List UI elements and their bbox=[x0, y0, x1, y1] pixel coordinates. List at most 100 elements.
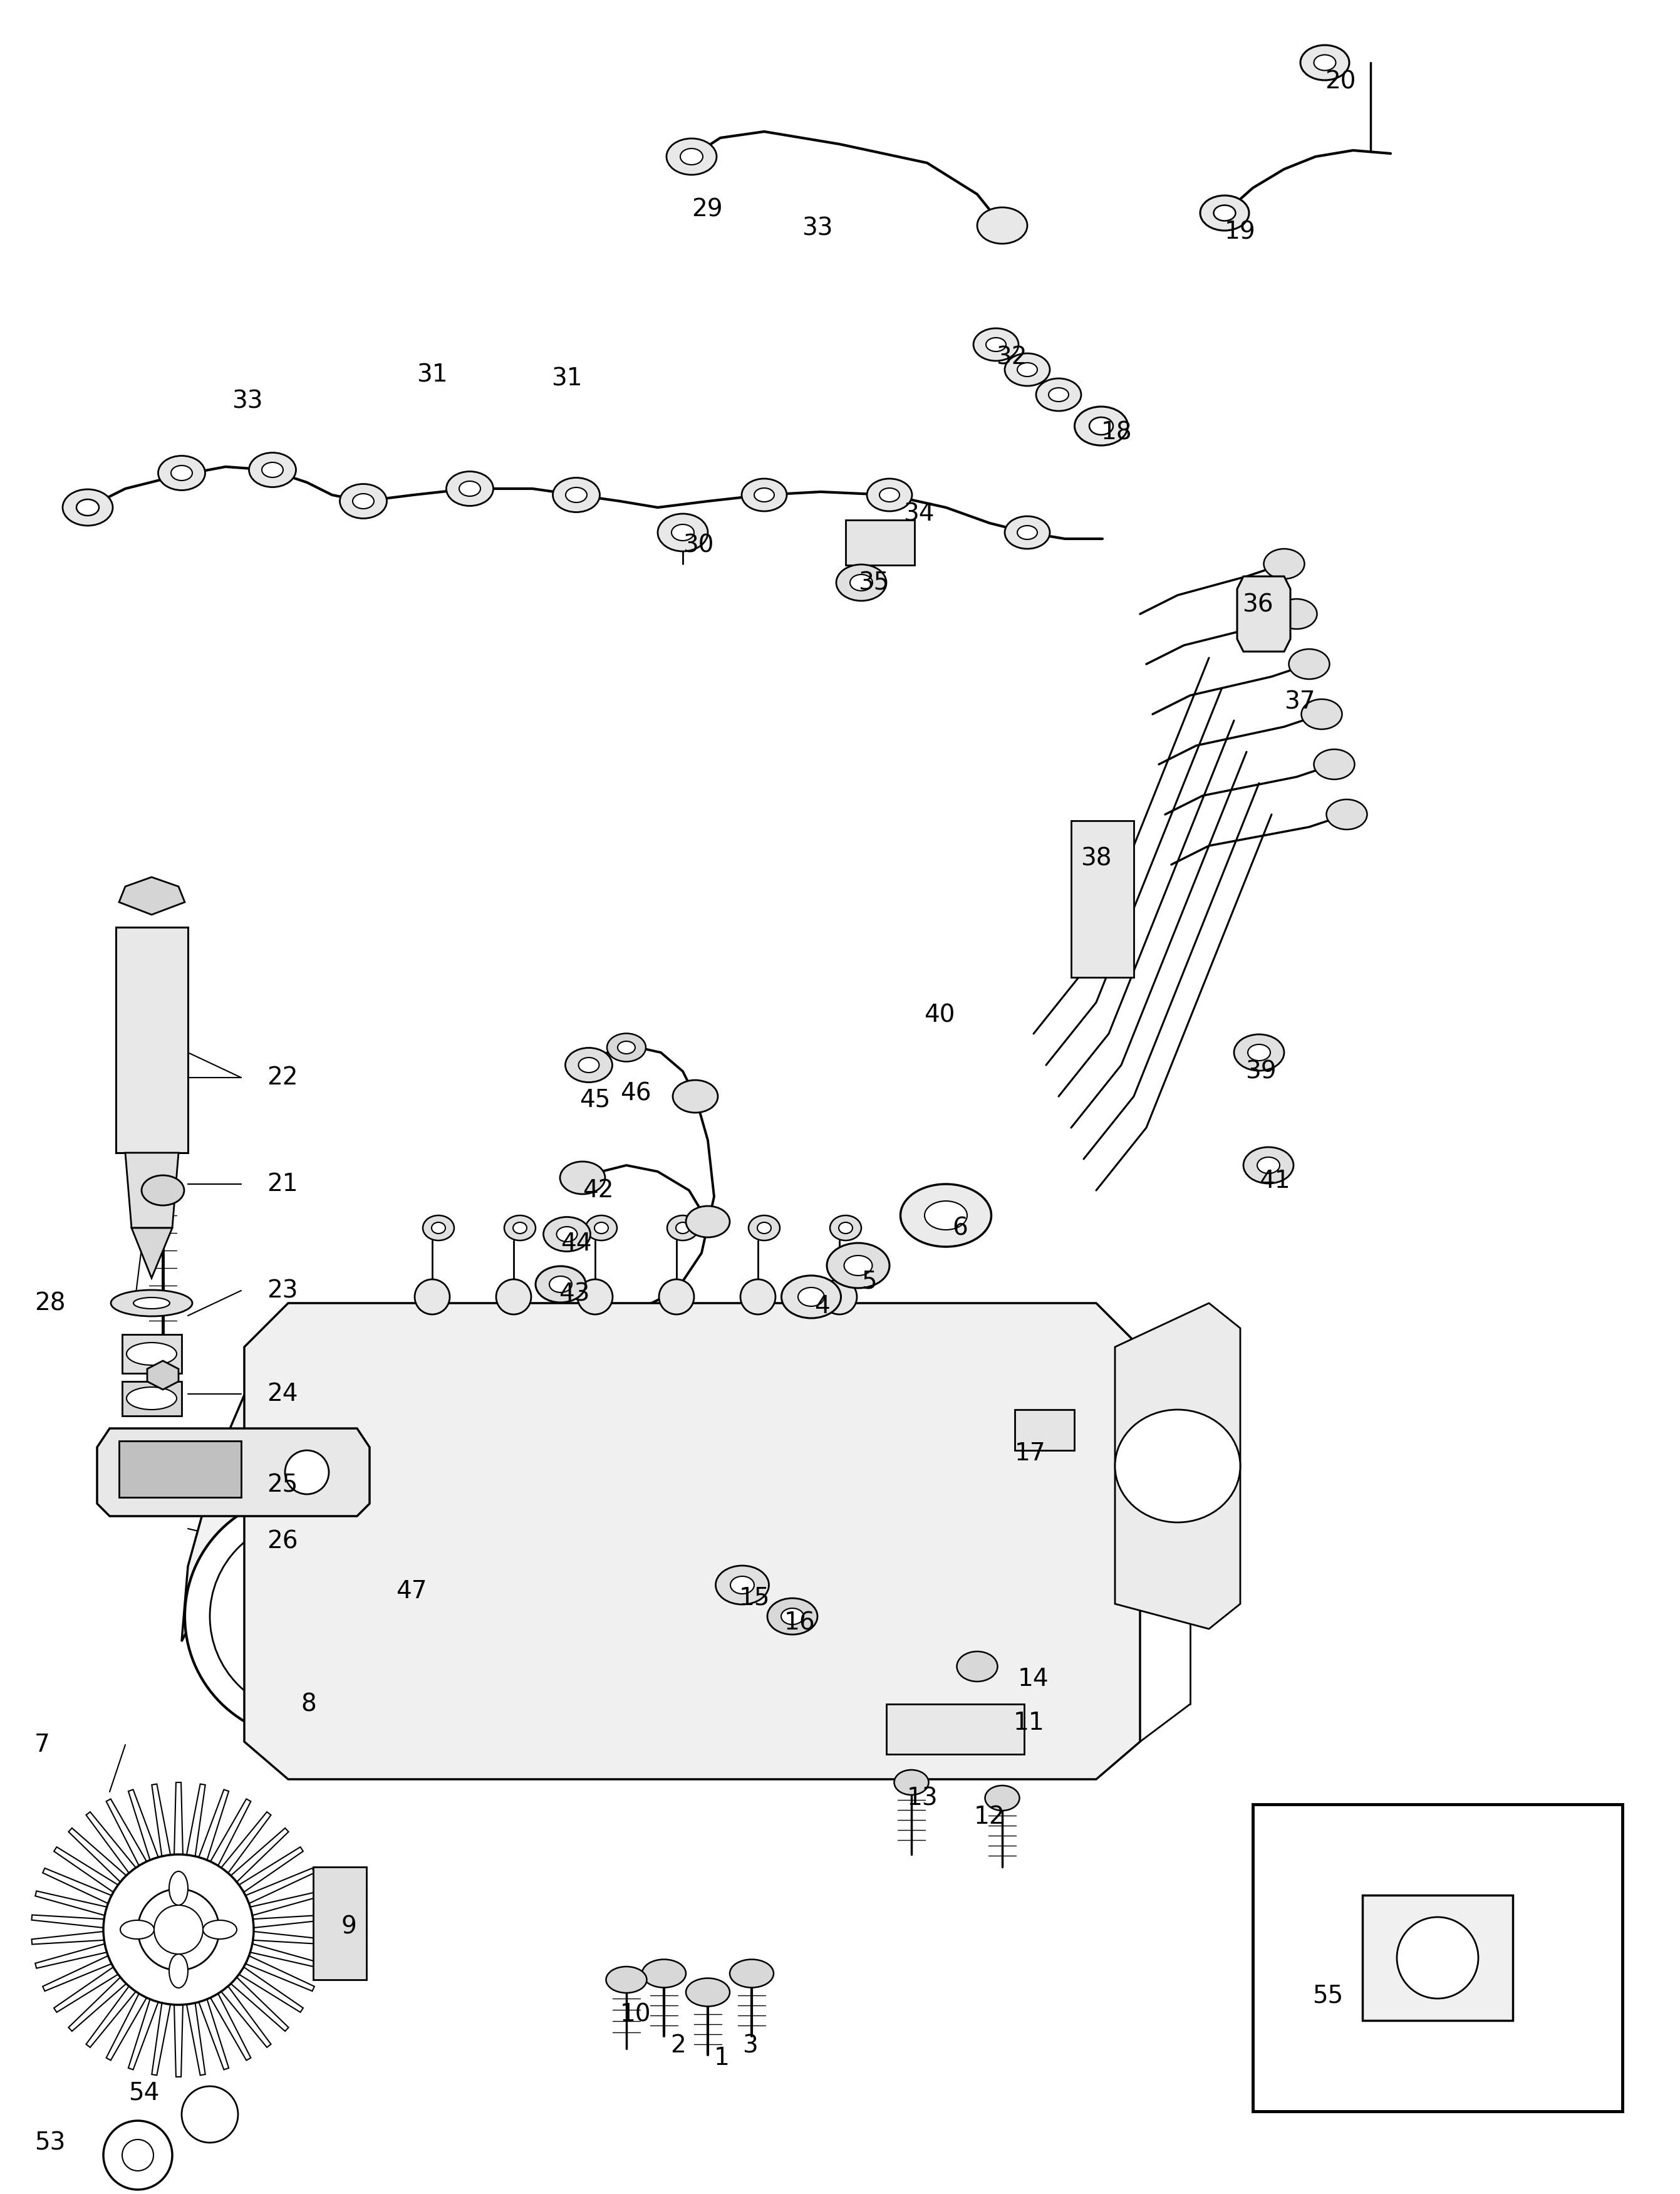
Ellipse shape bbox=[62, 489, 113, 527]
Ellipse shape bbox=[1300, 46, 1349, 81]
Ellipse shape bbox=[1314, 750, 1354, 779]
Polygon shape bbox=[186, 2003, 205, 2076]
Polygon shape bbox=[239, 1847, 302, 1891]
Ellipse shape bbox=[126, 1343, 176, 1365]
Ellipse shape bbox=[566, 487, 586, 502]
Ellipse shape bbox=[339, 485, 386, 518]
Polygon shape bbox=[54, 1968, 118, 2012]
Circle shape bbox=[155, 1904, 203, 1955]
Polygon shape bbox=[86, 1812, 136, 1874]
Ellipse shape bbox=[553, 478, 600, 511]
Ellipse shape bbox=[850, 575, 872, 590]
Circle shape bbox=[822, 1279, 857, 1314]
Ellipse shape bbox=[1089, 417, 1114, 434]
Polygon shape bbox=[245, 1867, 314, 1904]
Text: 21: 21 bbox=[267, 1172, 297, 1196]
Ellipse shape bbox=[595, 1222, 608, 1233]
Polygon shape bbox=[128, 1999, 158, 2069]
Ellipse shape bbox=[667, 138, 717, 176]
Circle shape bbox=[269, 1580, 344, 1654]
Circle shape bbox=[741, 1279, 776, 1314]
Polygon shape bbox=[128, 1790, 158, 1861]
Ellipse shape bbox=[141, 1176, 185, 1205]
Ellipse shape bbox=[111, 1290, 192, 1316]
Text: 11: 11 bbox=[1013, 1711, 1045, 1735]
Text: 55: 55 bbox=[1312, 1983, 1342, 2008]
Text: 29: 29 bbox=[692, 197, 722, 222]
Circle shape bbox=[578, 1279, 613, 1314]
Ellipse shape bbox=[1037, 377, 1082, 410]
Ellipse shape bbox=[827, 1244, 889, 1288]
Bar bbox=[123, 1334, 181, 1373]
Ellipse shape bbox=[657, 513, 707, 551]
Text: 9: 9 bbox=[341, 1915, 356, 1937]
Ellipse shape bbox=[423, 1215, 454, 1240]
Polygon shape bbox=[35, 1891, 108, 1915]
Ellipse shape bbox=[1302, 700, 1342, 728]
Ellipse shape bbox=[798, 1288, 825, 1305]
Text: 31: 31 bbox=[417, 362, 447, 386]
Ellipse shape bbox=[262, 463, 284, 478]
Polygon shape bbox=[186, 1784, 205, 1856]
Circle shape bbox=[123, 2139, 153, 2170]
Ellipse shape bbox=[1314, 55, 1336, 70]
Polygon shape bbox=[35, 1944, 108, 1968]
Circle shape bbox=[104, 1854, 254, 2005]
Text: 17: 17 bbox=[1015, 1441, 1047, 1466]
Polygon shape bbox=[86, 1986, 136, 2047]
Ellipse shape bbox=[1257, 1156, 1280, 1174]
Ellipse shape bbox=[731, 1575, 754, 1593]
Ellipse shape bbox=[203, 1920, 237, 1939]
Text: 10: 10 bbox=[620, 2003, 652, 2025]
Polygon shape bbox=[222, 1986, 270, 2047]
Text: 20: 20 bbox=[1326, 70, 1356, 94]
Ellipse shape bbox=[76, 500, 99, 516]
Ellipse shape bbox=[549, 1277, 571, 1292]
Ellipse shape bbox=[1277, 599, 1317, 630]
Ellipse shape bbox=[924, 1200, 968, 1231]
Circle shape bbox=[415, 1279, 450, 1314]
Text: 30: 30 bbox=[682, 533, 714, 557]
Ellipse shape bbox=[1200, 195, 1248, 230]
Text: 34: 34 bbox=[904, 502, 934, 527]
Polygon shape bbox=[175, 1782, 183, 1854]
Ellipse shape bbox=[973, 329, 1018, 360]
Polygon shape bbox=[119, 878, 185, 915]
Ellipse shape bbox=[1235, 1033, 1284, 1071]
Polygon shape bbox=[69, 1977, 126, 2032]
Ellipse shape bbox=[838, 1222, 852, 1233]
Polygon shape bbox=[198, 1999, 228, 2069]
Bar bbox=[1253, 1803, 1623, 2111]
Ellipse shape bbox=[1327, 799, 1368, 829]
Ellipse shape bbox=[667, 1215, 699, 1240]
Polygon shape bbox=[175, 2005, 183, 2078]
Ellipse shape bbox=[170, 1871, 188, 1904]
Ellipse shape bbox=[830, 1215, 862, 1240]
Ellipse shape bbox=[1018, 527, 1037, 540]
Circle shape bbox=[1396, 1918, 1478, 1999]
Bar bbox=[845, 520, 914, 566]
Ellipse shape bbox=[642, 1959, 685, 1988]
Text: 39: 39 bbox=[1245, 1060, 1277, 1084]
Ellipse shape bbox=[958, 1652, 998, 1681]
Text: 6: 6 bbox=[953, 1215, 968, 1240]
Ellipse shape bbox=[1005, 353, 1050, 386]
Polygon shape bbox=[131, 1229, 173, 1279]
Ellipse shape bbox=[986, 338, 1006, 351]
Ellipse shape bbox=[536, 1266, 586, 1303]
Text: 54: 54 bbox=[128, 2080, 160, 2104]
Text: 28: 28 bbox=[35, 1292, 66, 1314]
Text: 41: 41 bbox=[1258, 1169, 1290, 1194]
Ellipse shape bbox=[1005, 516, 1050, 548]
Ellipse shape bbox=[543, 1218, 590, 1251]
Ellipse shape bbox=[716, 1567, 769, 1604]
Bar bbox=[887, 1705, 1025, 1755]
Text: 47: 47 bbox=[396, 1580, 427, 1604]
Polygon shape bbox=[106, 1994, 146, 2060]
Polygon shape bbox=[106, 1799, 146, 1865]
Bar bbox=[123, 1382, 181, 1415]
Polygon shape bbox=[32, 1931, 104, 1944]
Circle shape bbox=[286, 1450, 329, 1494]
Bar bbox=[1072, 821, 1134, 976]
Ellipse shape bbox=[353, 494, 375, 509]
